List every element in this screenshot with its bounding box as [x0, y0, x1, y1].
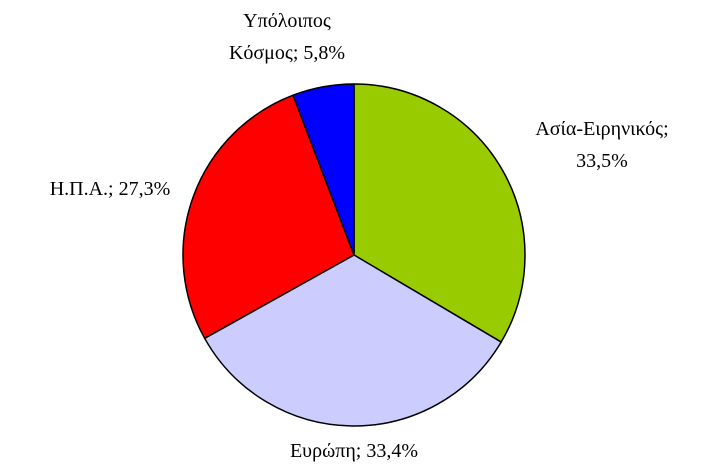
pie-slice [182, 94, 355, 340]
data-label: Ευρώπη; 33,4% [290, 440, 418, 462]
data-label-line: Ασία-Ειρηνικός; [535, 118, 668, 140]
data-label-line: Υπόλοιπος [243, 10, 331, 32]
data-label-line: Ευρώπη; 33,4% [290, 440, 418, 462]
data-label-line: 33,5% [576, 150, 628, 172]
pie-slice [292, 83, 355, 256]
pie-slice [353, 83, 526, 344]
data-label-line: Η.Π.Α.; 27,3% [50, 178, 171, 200]
data-label: Ασία-Ειρηνικός; 33,5% [535, 118, 668, 172]
data-label-line: Κόσμος; 5,8% [229, 42, 345, 64]
data-label: Η.Π.Α.; 27,3% [50, 178, 171, 200]
data-label: Υπόλοιπος Κόσμος; 5,8% [229, 10, 345, 64]
